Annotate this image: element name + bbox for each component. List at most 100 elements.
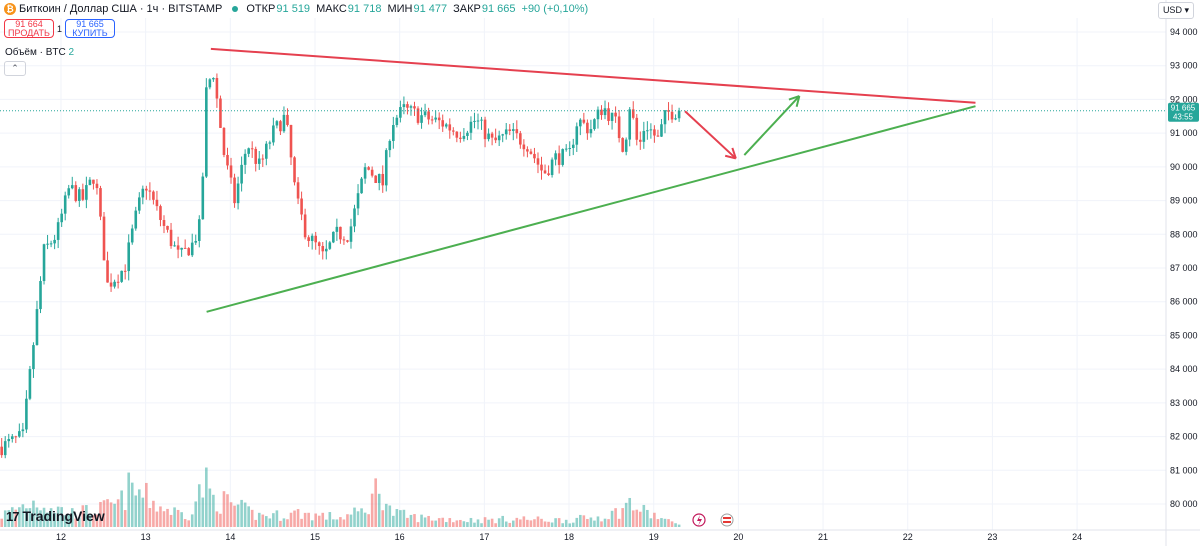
price-tick-label: 85 000: [1170, 330, 1198, 340]
volume-bar: [374, 478, 377, 527]
volume-legend-label: Объём · BTC: [5, 47, 66, 58]
time-tick-label: 14: [225, 532, 235, 542]
candle-body: [3, 441, 7, 456]
candle-body: [448, 124, 452, 131]
candle-body: [113, 281, 116, 287]
volume-bar: [667, 519, 670, 527]
candle-body: [441, 120, 445, 127]
volume-bar: [268, 518, 272, 527]
tradingview-brand: TradingView: [22, 508, 105, 524]
volume-bar: [571, 522, 575, 527]
candle-body: [374, 175, 377, 184]
drawings: [206, 47, 976, 313]
volume-bar: [335, 519, 339, 527]
volume-bar: [92, 515, 95, 527]
price-tick-label: 86 000: [1170, 297, 1198, 307]
volume-bar: [610, 510, 614, 527]
candle-body: [367, 167, 370, 170]
candle-body: [600, 109, 603, 116]
candle-body: [49, 243, 53, 245]
currency-selector[interactable]: USD ▾: [1157, 2, 1194, 19]
price-tick-label: 80 000: [1170, 499, 1198, 509]
trade-panel: 91 664 ПРОДАТЬ 1 91 665 КУПИТЬ: [4, 19, 115, 38]
volume-bar: [441, 517, 445, 527]
candle-body: [265, 143, 268, 159]
volume-bar: [317, 515, 321, 527]
volume-bar: [56, 506, 60, 527]
volume-bar: [554, 518, 557, 527]
volume-bar: [568, 523, 572, 527]
volume-bar: [540, 518, 543, 527]
volume-bar: [286, 519, 289, 527]
volume-bar: [155, 511, 159, 527]
open-value: 91 519: [276, 3, 311, 15]
volume-bar: [134, 495, 138, 527]
volume-bar: [265, 516, 268, 527]
volume-bar: [533, 519, 536, 527]
candle-body: [141, 188, 145, 198]
candle-body: [194, 240, 198, 243]
candle-body: [116, 281, 120, 283]
candle-body: [39, 281, 42, 310]
candle-body: [78, 189, 81, 201]
candle-body: [631, 109, 635, 118]
collapse-legend-button[interactable]: ⌃: [4, 61, 26, 76]
volume-bar: [395, 509, 399, 527]
candle-body: [268, 142, 272, 144]
volume-bar: [141, 497, 145, 527]
volume-bar: [614, 508, 617, 527]
symbol-title[interactable]: Биткоин / Доллар США · 1ч · BITSTAMP: [19, 3, 223, 15]
volume-bar: [328, 512, 332, 527]
candle-body: [349, 226, 353, 242]
price-tick-label: 93 000: [1170, 61, 1198, 71]
candle-body: [63, 195, 67, 214]
volume-bar: [314, 513, 318, 527]
candle-body: [593, 119, 596, 130]
volume-bar: [28, 508, 32, 527]
candle-body: [272, 125, 275, 143]
volume-bar: [646, 509, 649, 527]
volume-bar: [187, 520, 190, 527]
candle-body: [145, 188, 148, 191]
volume-bar: [296, 509, 300, 527]
volume-bar: [67, 514, 71, 527]
sell-button[interactable]: 91 664 ПРОДАТЬ: [4, 19, 54, 38]
time-tick-label: 18: [564, 532, 574, 542]
price-tick-label: 89 000: [1170, 196, 1198, 206]
volume-bar: [529, 520, 533, 527]
candle-body: [356, 193, 360, 209]
candle-body: [564, 148, 568, 150]
candle-body: [254, 148, 258, 164]
volume-bar: [240, 499, 243, 527]
tradingview-logo[interactable]: 17 TradingView: [6, 508, 105, 524]
volume-bar: [469, 517, 473, 527]
candle-body: [21, 429, 25, 432]
volume-bar: [215, 511, 219, 527]
support-trendline: [206, 105, 976, 313]
time-tick-label: 21: [818, 532, 828, 542]
volume-bar: [363, 512, 367, 527]
price-tick-label: 92 000: [1170, 94, 1198, 104]
candle-body: [377, 173, 381, 184]
resistance-trendline: [210, 47, 976, 104]
time-tick-label: 19: [649, 532, 659, 542]
volume-bar: [452, 522, 455, 527]
volume-bar: [229, 502, 233, 527]
candle-body: [123, 270, 127, 272]
candle-body: [522, 144, 526, 150]
volume-bar: [420, 514, 423, 527]
volume-bar: [392, 515, 395, 527]
price-tick-label: 82 000: [1170, 432, 1198, 442]
volume-bar: [159, 506, 162, 527]
buy-button[interactable]: 91 665 КУПИТЬ: [65, 19, 115, 38]
candle-body: [0, 446, 3, 456]
candle-body: [28, 369, 32, 399]
volume-bar: [113, 503, 116, 527]
volume-bar: [53, 512, 56, 527]
volume-legend[interactable]: Объём · BTC 2: [5, 47, 74, 58]
volume-bar: [190, 514, 194, 527]
us-flag-event-icon[interactable]: [720, 513, 734, 527]
candle-body: [10, 436, 14, 440]
